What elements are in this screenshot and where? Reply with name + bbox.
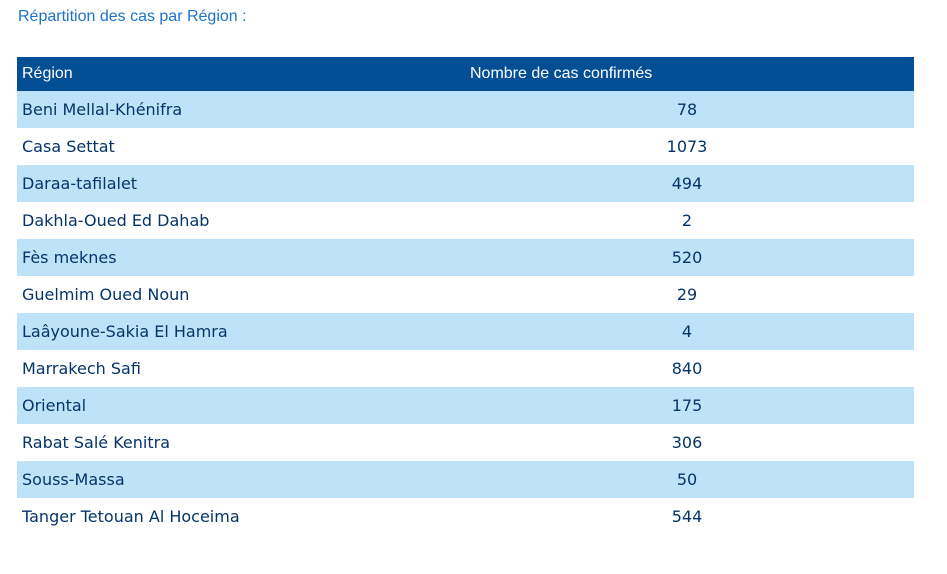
column-header-count-label: Nombre de cas confirmés xyxy=(470,65,653,82)
table-row: Casa Settat 1073 xyxy=(17,128,914,165)
count-cell: 4 xyxy=(465,313,914,350)
count-cell: 2 xyxy=(465,202,914,239)
count-cell: 78 xyxy=(465,91,914,128)
table-row: Tanger Tetouan Al Hoceima 544 xyxy=(17,498,914,535)
count-cell: 29 xyxy=(465,276,914,313)
region-cell: Daraa-tafilalet xyxy=(17,165,465,202)
count-cell: 175 xyxy=(465,387,914,424)
table-row: Dakhla-Oued Ed Dahab 2 xyxy=(17,202,914,239)
table-row: Marrakech Safi 840 xyxy=(17,350,914,387)
region-cell: Tanger Tetouan Al Hoceima xyxy=(17,498,465,535)
count-cell: 1073 xyxy=(465,128,914,165)
table-header-row: Région Nombre de cas confirmés xyxy=(17,57,914,91)
region-cell: Dakhla-Oued Ed Dahab xyxy=(17,202,465,239)
table-row: Rabat Salé Kenitra 306 xyxy=(17,424,914,461)
table-row: Daraa-tafilalet 494 xyxy=(17,165,914,202)
table-row: Guelmim Oued Noun 29 xyxy=(17,276,914,313)
page-title: Répartition des cas par Région : xyxy=(18,8,247,25)
region-cell: Casa Settat xyxy=(17,128,465,165)
region-cell: Laâyoune-Sakia El Hamra xyxy=(17,313,465,350)
count-cell: 520 xyxy=(465,239,914,276)
count-cell: 840 xyxy=(465,350,914,387)
region-cell: Marrakech Safi xyxy=(17,350,465,387)
count-cell: 544 xyxy=(465,498,914,535)
region-cell: Rabat Salé Kenitra xyxy=(17,424,465,461)
region-cell: Beni Mellal-Khénifra xyxy=(17,91,465,128)
table-row: Souss-Massa 50 xyxy=(17,461,914,498)
table-row: Beni Mellal-Khénifra 78 xyxy=(17,91,914,128)
table-row: Laâyoune-Sakia El Hamra 4 xyxy=(17,313,914,350)
table-row: Oriental 175 xyxy=(17,387,914,424)
count-cell: 50 xyxy=(465,461,914,498)
table-row: Fès meknes 520 xyxy=(17,239,914,276)
region-cell: Souss-Massa xyxy=(17,461,465,498)
column-header-count: Nombre de cas confirmés xyxy=(465,57,914,91)
count-cell: 494 xyxy=(465,165,914,202)
count-cell: 306 xyxy=(465,424,914,461)
region-cell: Guelmim Oued Noun xyxy=(17,276,465,313)
cases-by-region-table: Région Nombre de cas confirmés Beni Mell… xyxy=(17,57,914,535)
column-header-region: Région xyxy=(17,57,465,91)
region-cell: Fès meknes xyxy=(17,239,465,276)
region-cell: Oriental xyxy=(17,387,465,424)
